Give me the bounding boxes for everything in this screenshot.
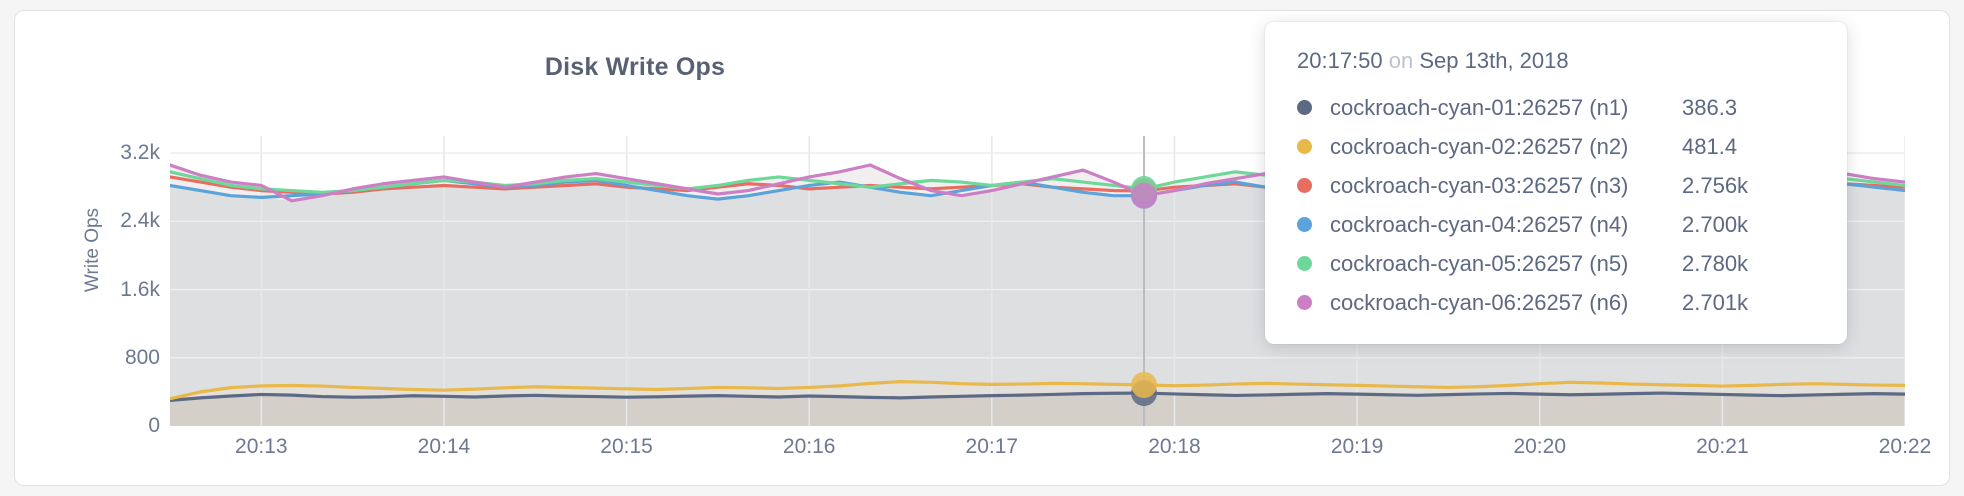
series-color-dot-icon — [1297, 100, 1312, 115]
x-tick-label: 20:17 — [965, 435, 1019, 458]
tooltip-series-row: cockroach-cyan-01:26257 (n1) 386.3 — [1297, 88, 1817, 127]
x-tick-label: 20:18 — [1148, 435, 1201, 458]
tooltip-series-row: cockroach-cyan-06:26257 (n6) 2.701k — [1297, 283, 1817, 322]
hover-tooltip: 20:17:50 on Sep 13th, 2018 cockroach-cya… — [1265, 22, 1847, 344]
series-line[interactable] — [170, 380, 1905, 401]
tooltip-series-row: cockroach-cyan-04:26257 (n4) 2.700k — [1297, 205, 1817, 244]
series-label: cockroach-cyan-02:26257 (n2) — [1330, 133, 1629, 159]
series-label: cockroach-cyan-01:26257 (n1) — [1330, 94, 1629, 120]
series-value: 2.700k — [1682, 211, 1749, 237]
series-value: 481.4 — [1682, 133, 1738, 159]
tooltip-header: 20:17:50 on Sep 13th, 2018 — [1297, 48, 1817, 74]
series-label: cockroach-cyan-06:26257 (n6) — [1330, 289, 1629, 315]
y-tick-label: 2.4k — [120, 209, 160, 233]
tooltip-series-row: cockroach-cyan-03:26257 (n3) 2.756k — [1297, 166, 1817, 205]
y-tick-label: 800 — [124, 345, 160, 369]
x-axis-ticks: 20:13 20:14 20:15 20:16 20:17 20:18 20:19 20:20… — [170, 435, 1931, 469]
y-tick-label: 1.6k — [120, 277, 160, 301]
tooltip-date: Sep 13th, 2018 — [1419, 48, 1569, 73]
disk-write-ops-chart-card: Disk Write Ops Write Ops 0 800 1.6k 2.4k 3.2… — [14, 10, 1950, 486]
series-value: 386.3 — [1682, 94, 1738, 120]
tooltip-time: 20:17:50 — [1297, 48, 1383, 73]
tooltip-on-word: on — [1388, 48, 1414, 73]
x-tick-label: 20:19 — [1330, 435, 1384, 458]
x-tick-label: 20:22 — [1878, 435, 1932, 458]
y-tick-label: 3.2k — [120, 141, 160, 165]
x-tick-label: 20:13 — [235, 435, 288, 458]
series-color-dot-icon — [1297, 217, 1312, 232]
series-color-dot-icon — [1297, 178, 1312, 193]
x-tick-label: 20:15 — [600, 435, 653, 458]
series-label: cockroach-cyan-04:26257 (n4) — [1330, 211, 1629, 237]
series-color-dot-icon — [1297, 139, 1312, 154]
tooltip-series-row: cockroach-cyan-02:26257 (n2) 481.4 — [1297, 127, 1817, 166]
series-value: 2.756k — [1682, 172, 1749, 198]
y-tick-label: 0 — [148, 414, 160, 437]
x-tick-label: 20:20 — [1513, 435, 1567, 458]
series-color-dot-icon — [1297, 295, 1312, 310]
x-tick-label: 20:21 — [1696, 435, 1749, 458]
area-band-high — [170, 165, 1905, 201]
series-value: 2.780k — [1682, 250, 1749, 276]
x-tick-label: 20:16 — [782, 435, 836, 458]
chart-title: Disk Write Ops — [544, 53, 726, 81]
series-label: cockroach-cyan-03:26257 (n3) — [1330, 172, 1629, 198]
series-value: 2.701k — [1682, 289, 1749, 315]
series-color-dot-icon — [1297, 256, 1312, 271]
x-tick-label: 20:14 — [417, 435, 471, 458]
y-axis-ticks: 0 800 1.6k 2.4k 3.2k — [70, 136, 160, 437]
hover-point-marker[interactable] — [1131, 182, 1158, 209]
tooltip-series-list: cockroach-cyan-01:26257 (n1) 386.3 cockroa… — [1297, 88, 1817, 322]
series-line[interactable] — [170, 391, 1905, 403]
area-fill-lower — [170, 393, 1905, 426]
hover-point-marker[interactable] — [1131, 371, 1158, 398]
series-label: cockroach-cyan-05:26257 (n5) — [1330, 250, 1629, 276]
tooltip-series-row: cockroach-cyan-05:26257 (n5) 2.780k — [1297, 244, 1817, 283]
